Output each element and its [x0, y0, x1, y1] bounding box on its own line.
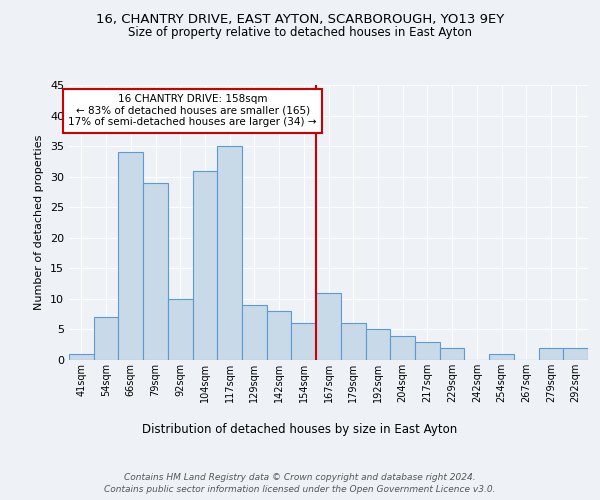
Bar	[563, 348, 588, 360]
Text: Contains public sector information licensed under the Open Government Licence v3: Contains public sector information licen…	[104, 485, 496, 494]
Text: 16 CHANTRY DRIVE: 158sqm
← 83% of detached houses are smaller (165)
17% of semi-: 16 CHANTRY DRIVE: 158sqm ← 83% of detach…	[68, 94, 317, 128]
Text: Distribution of detached houses by size in East Ayton: Distribution of detached houses by size …	[142, 422, 458, 436]
Bar	[118, 152, 143, 360]
Bar	[168, 299, 193, 360]
Bar	[143, 183, 168, 360]
Bar	[415, 342, 440, 360]
Text: Size of property relative to detached houses in East Ayton: Size of property relative to detached ho…	[128, 26, 472, 39]
Bar	[69, 354, 94, 360]
Bar	[341, 324, 365, 360]
Bar	[267, 311, 292, 360]
Bar	[316, 293, 341, 360]
Bar	[292, 324, 316, 360]
Bar	[440, 348, 464, 360]
Text: 16, CHANTRY DRIVE, EAST AYTON, SCARBOROUGH, YO13 9EY: 16, CHANTRY DRIVE, EAST AYTON, SCARBOROU…	[96, 12, 504, 26]
Text: Contains HM Land Registry data © Crown copyright and database right 2024.: Contains HM Land Registry data © Crown c…	[124, 472, 476, 482]
Y-axis label: Number of detached properties: Number of detached properties	[34, 135, 44, 310]
Bar	[489, 354, 514, 360]
Bar	[94, 317, 118, 360]
Bar	[390, 336, 415, 360]
Bar	[539, 348, 563, 360]
Bar	[242, 305, 267, 360]
Bar	[365, 330, 390, 360]
Bar	[217, 146, 242, 360]
Bar	[193, 170, 217, 360]
